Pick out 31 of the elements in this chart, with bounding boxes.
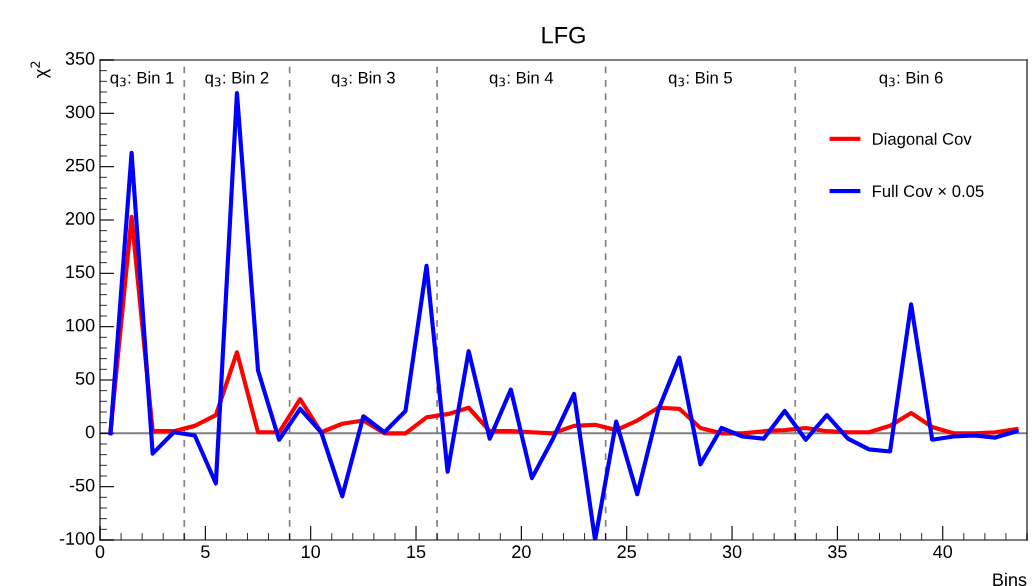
- x-tick-label: 5: [201, 545, 210, 559]
- x-tick-label: 10: [302, 545, 321, 559]
- x-tick-label: 15: [407, 545, 426, 559]
- line-series: [108, 90, 1019, 540]
- y-tick-label: 0: [85, 425, 95, 439]
- y-axis-title: χ$^{2}$: [30, 61, 51, 79]
- y-tick-label: 300: [65, 105, 95, 119]
- y-tick-label: -50: [69, 478, 95, 492]
- y-tick-label: 50: [75, 372, 95, 385]
- x-tick-label: 35: [828, 545, 847, 559]
- y-tick-label: 100: [66, 318, 95, 332]
- y-tick-label: 150: [66, 265, 95, 279]
- x-tick-label: 0: [95, 545, 105, 559]
- x-axis-title: Bins: [993, 572, 1027, 586]
- annotation: q$_{3}$: Bin 5: [668, 71, 732, 87]
- y-tick-label: -100: [59, 532, 95, 545]
- legend-label: Full Cov × 0.05: [873, 184, 984, 198]
- annotation: q$_{3}$: Bin 3: [331, 71, 395, 87]
- legend-label: Diagonal Cov: [873, 132, 972, 149]
- x-tick-label: 25: [617, 545, 636, 559]
- chart-title: LFG: [542, 26, 585, 44]
- annotation: q$_{3}$: Bin 1: [110, 71, 174, 87]
- x-tick-label: 30: [722, 545, 742, 559]
- x-tick-label: 40: [933, 545, 953, 559]
- annotation: q$_{3}$: Bin 4: [489, 71, 554, 87]
- y-tick-label: 350: [65, 52, 95, 65]
- annotation: q$_{3}$: Bin 2: [205, 71, 269, 87]
- y-tick-label: 200: [65, 212, 95, 225]
- annotation: q$_{3}$: Bin 6: [879, 71, 943, 87]
- y-tick-label: 250: [65, 158, 95, 172]
- x-tick-label: 20: [512, 545, 531, 559]
